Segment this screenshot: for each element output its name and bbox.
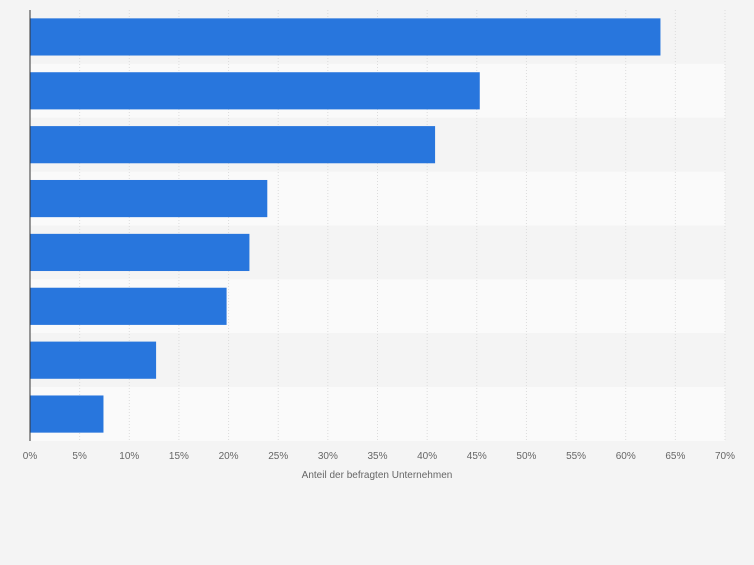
bar[interactable] (30, 287, 227, 325)
x-tick-label: 70% (715, 451, 735, 462)
x-tick-label: 15% (169, 451, 189, 462)
x-tick-label: 0% (23, 451, 38, 462)
bar[interactable] (30, 179, 268, 218)
x-tick-label: 45% (467, 451, 487, 462)
row-band (30, 387, 725, 441)
x-tick-label: 30% (318, 451, 338, 462)
bar[interactable] (30, 233, 250, 272)
bar[interactable] (30, 72, 480, 110)
x-axis-label: Anteil der befragten Unternehmen (302, 470, 453, 481)
x-tick-label: 55% (566, 451, 586, 462)
x-tick-label: 50% (516, 451, 536, 462)
x-tick-label: 25% (268, 451, 288, 462)
x-tick-label: 40% (417, 451, 437, 462)
x-tick-labels: 0% 5% 10% 15% 20% 25% 30% 35% 40% 45% 50% 55% 60% 65%… (23, 451, 735, 462)
x-tick-label: 35% (367, 451, 387, 462)
bar[interactable] (30, 18, 661, 56)
x-tick-label: 10% (119, 451, 139, 462)
bar[interactable] (30, 126, 436, 164)
bars (30, 18, 661, 433)
bar[interactable] (30, 341, 157, 379)
x-tick-label: 20% (219, 451, 239, 462)
x-tick-label: 65% (665, 451, 685, 462)
x-tick-label: 5% (72, 451, 87, 462)
x-tick-label: 60% (616, 451, 636, 462)
bar[interactable] (30, 395, 104, 433)
